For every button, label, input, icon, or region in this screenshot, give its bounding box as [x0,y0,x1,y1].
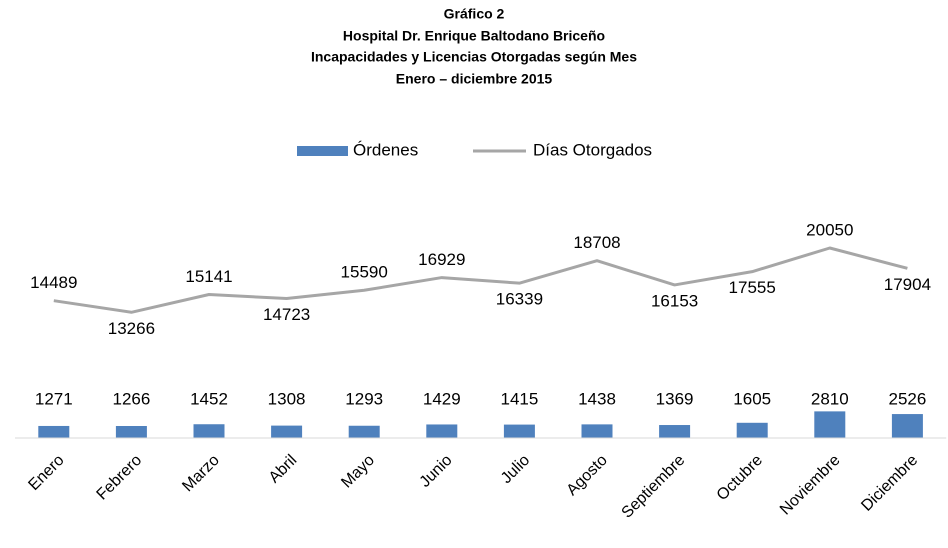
x-tick-label: Octubre [714,452,766,504]
chart-title: Enero – diciembre 2015 [396,71,553,87]
bar [38,425,70,438]
bar [659,425,691,438]
data-label: 1429 [423,389,461,408]
data-label: 1415 [500,389,538,408]
data-label: 1266 [112,389,150,408]
bar [814,411,846,438]
x-tick-label: Diciembre [858,452,921,515]
x-tick-label: Agosto [564,452,611,499]
data-label: 14723 [263,305,310,324]
data-label: 1605 [733,389,771,408]
legend-swatch [297,146,348,156]
bar [891,414,923,438]
bar [581,424,613,438]
data-label: 1438 [578,389,616,408]
x-tick-label: Julio [498,452,533,487]
data-label: 1293 [345,389,383,408]
bar [426,424,458,438]
data-label: 14489 [30,273,77,292]
x-tick-label: Noviembre [777,452,844,519]
x-tick-label: Junio [417,452,456,491]
x-tick-label: Mayo [338,452,378,492]
data-label: 1308 [268,389,306,408]
x-tick-label: Abril [266,452,301,487]
x-tick-label: Enero [25,452,67,494]
x-tick-label: Febrero [94,452,146,504]
bar [736,422,768,438]
data-label: 15590 [341,263,388,282]
bar [193,424,225,438]
chart-title: Gráfico 2 [444,6,505,22]
data-label: 15141 [185,267,232,286]
data-label: 16339 [496,290,543,309]
bar [348,425,380,438]
legend-label: Días Otorgados [533,140,652,159]
data-label: 17904 [884,275,931,294]
line [53,246,908,314]
chart-title: Hospital Dr. Enrique Baltodano Briceño [343,28,605,44]
data-label: 1452 [190,389,228,408]
bar [503,424,535,438]
data-label: 17555 [729,278,776,297]
data-label: 1271 [35,389,73,408]
data-label: 13266 [108,319,155,338]
data-label: 2526 [888,389,926,408]
chart-title: Incapacidades y Licencias Otorgadas segú… [311,49,637,65]
x-tick-label: Septiembre [619,452,689,522]
data-label: 16153 [651,291,698,310]
data-label: 18708 [573,233,620,252]
x-tick-label: Marzo [179,452,223,496]
legend-label: Órdenes [353,140,418,159]
bar [271,425,303,438]
data-label: 16929 [418,250,465,269]
bar [115,426,147,438]
data-label: 20050 [806,220,853,239]
data-label: 2810 [811,389,849,408]
data-label: 1369 [656,389,694,408]
